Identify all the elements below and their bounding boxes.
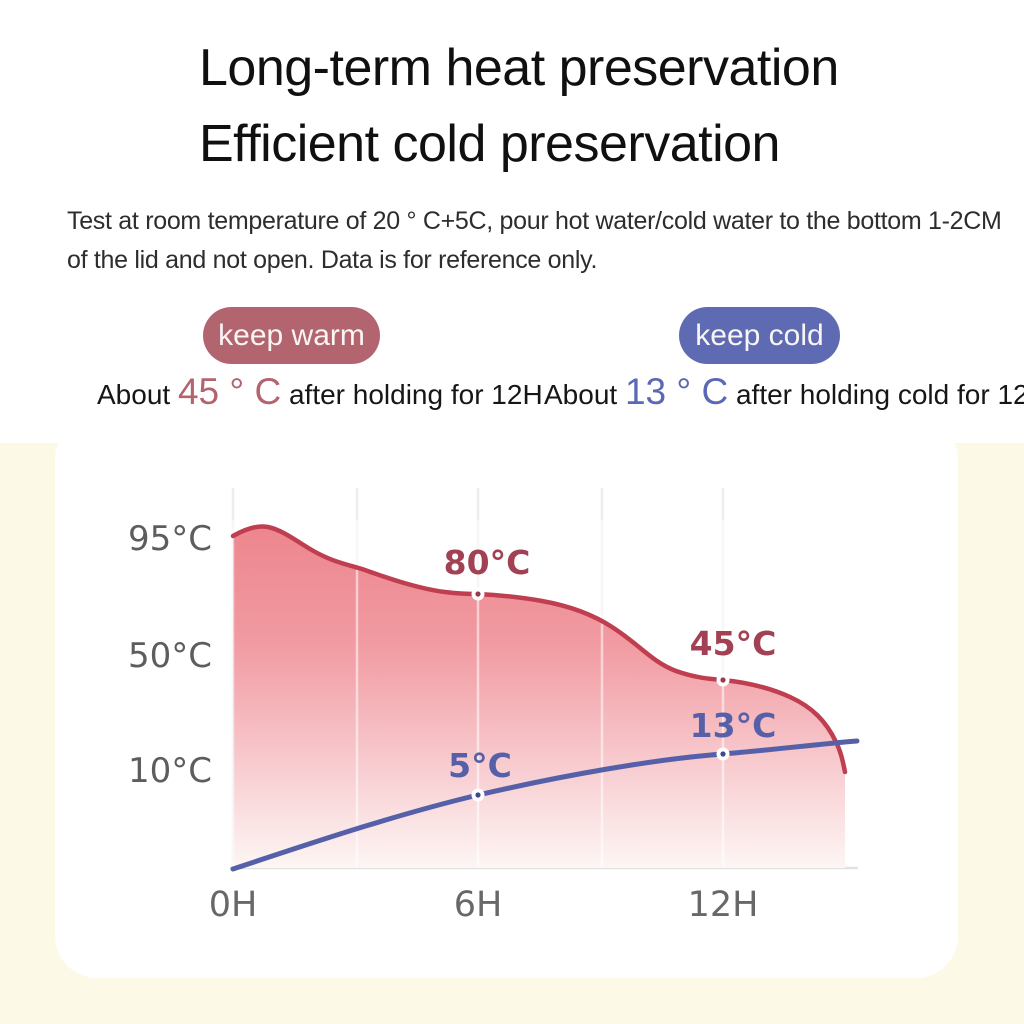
- warm-caption-prefix: About: [97, 379, 178, 410]
- title-line-1: Long-term heat preservation: [199, 39, 839, 97]
- cold-label-12h: 13°C: [690, 706, 777, 745]
- keep-cold-badge: keep cold: [679, 307, 840, 364]
- y-tick-50c: 50°C: [128, 636, 212, 676]
- warm-label-6h: 80°C: [444, 543, 531, 582]
- keep-warm-badge: keep warm: [203, 307, 380, 364]
- cold-line: [230, 738, 860, 872]
- cold-label-6h: 5°C: [448, 746, 512, 785]
- cold-point-6h: [471, 788, 485, 802]
- keep-cold-badge-label: keep cold: [695, 318, 824, 352]
- warm-caption-temperature: 45 ° C: [177, 371, 282, 412]
- test-conditions-text: Test at room temperature of 20 ° C+5C, p…: [67, 202, 1002, 280]
- warm-point-12h: [716, 673, 730, 687]
- warm-line: [230, 524, 848, 775]
- warm-result-caption: About 45 ° C after holding for 12H: [97, 371, 543, 413]
- description-line-1: Test at room temperature of 20 ° C+5C, p…: [67, 207, 1002, 235]
- description-line-2: of the lid and not open. Data is for ref…: [67, 246, 598, 274]
- x-tick-0h: 0H: [209, 885, 258, 925]
- y-tick-95c: 95°C: [128, 519, 212, 559]
- warm-point-6h: [471, 587, 485, 601]
- page-title: Long-term heat preservation Efficient co…: [199, 30, 839, 182]
- cold-caption-suffix: after holding cold for 12H: [728, 379, 1024, 410]
- title-line-2: Efficient cold preservation: [199, 115, 780, 173]
- x-tick-12h: 12H: [688, 885, 759, 925]
- gridline-highlights: [231, 520, 725, 867]
- cold-caption-temperature: 13 ° C: [624, 371, 729, 412]
- cold-point-12h: [716, 747, 730, 761]
- warm-caption-suffix: after holding for 12H: [281, 379, 543, 410]
- cold-result-caption: About 13 ° C after holding cold for 12H: [544, 371, 1024, 413]
- cold-caption-prefix: About: [544, 379, 625, 410]
- x-tick-6h: 6H: [454, 885, 503, 925]
- keep-warm-badge-label: keep warm: [218, 318, 365, 352]
- y-tick-10c: 10°C: [128, 751, 212, 791]
- warm-label-12h: 45°C: [690, 624, 777, 663]
- warm-area: [233, 526, 845, 868]
